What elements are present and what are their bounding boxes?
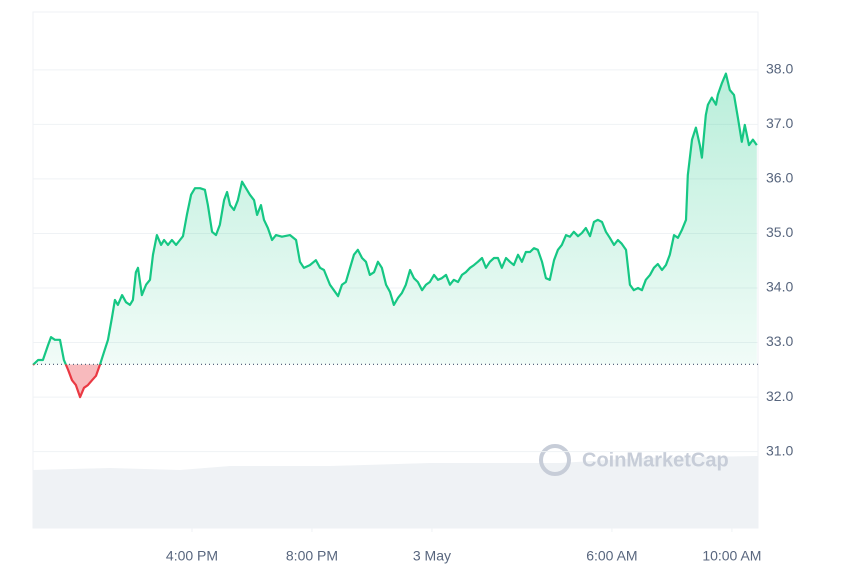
price-line	[32, 72, 758, 399]
y-tick-label: 32.0	[766, 388, 793, 404]
y-tick-label: 33.0	[766, 333, 793, 349]
y-tick-label: 38.0	[766, 61, 793, 77]
y-tick-label: 37.0	[766, 115, 793, 131]
watermark-text: CoinMarketCap	[582, 449, 729, 471]
y-tick-label: 36.0	[766, 170, 793, 186]
watermark-logo	[539, 444, 571, 476]
watermark: CoinMarketCap	[539, 444, 729, 476]
y-tick-label: 31.0	[766, 442, 793, 458]
y-tick-label: 35.0	[766, 224, 793, 240]
x-tick-label: 3 May	[413, 548, 451, 564]
y-tick-label: 34.0	[766, 279, 793, 295]
x-tick-label: 8:00 PM	[286, 548, 338, 564]
x-tick-label: 10:00 AM	[702, 548, 761, 564]
price-area	[33, 73, 757, 398]
x-tick-label: 6:00 AM	[586, 548, 637, 564]
volume-background	[33, 456, 758, 528]
x-tick-label: 4:00 PM	[166, 548, 218, 564]
